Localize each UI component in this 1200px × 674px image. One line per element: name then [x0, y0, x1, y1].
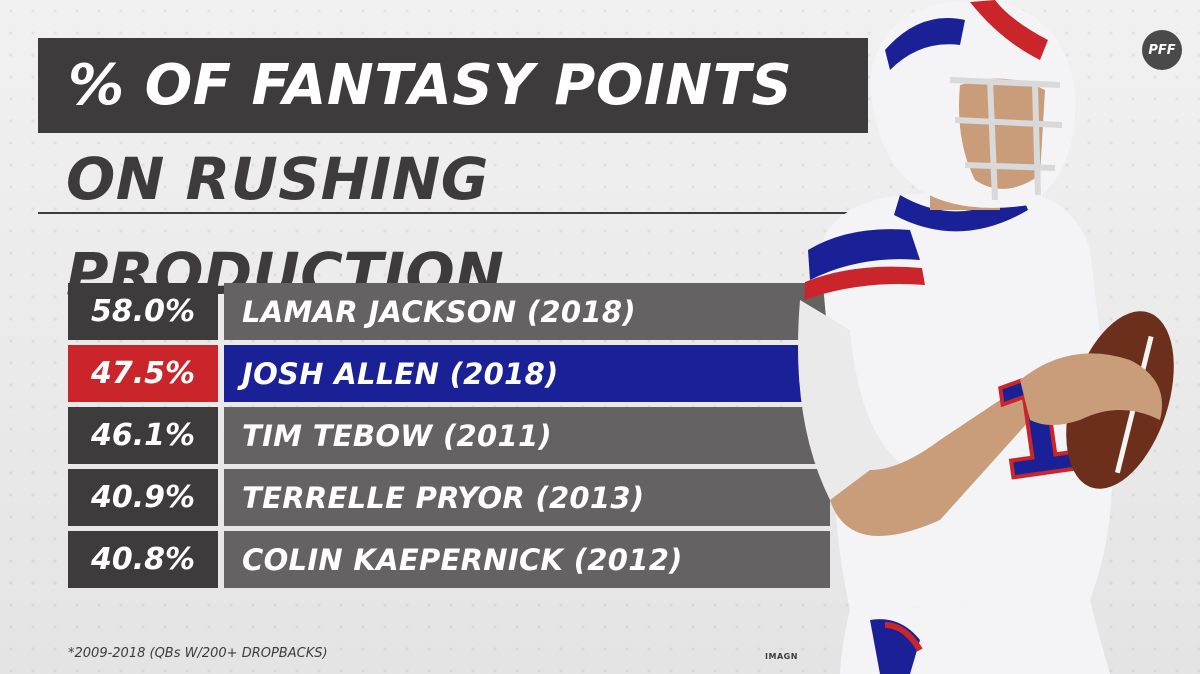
row-player-name: TIM TEBOW (2011)	[224, 407, 830, 464]
title-underline	[38, 212, 868, 214]
row-player-name: TERRELLE PRYOR (2013)	[224, 469, 830, 526]
pff-logo: PFF	[1142, 30, 1182, 70]
ranking-row-2: 47.5% JOSH ALLEN (2018)	[68, 345, 830, 402]
row-percent: 40.9%	[68, 469, 218, 526]
row-percent: 46.1%	[68, 407, 218, 464]
row-player-name: COLIN KAEPERNICK (2012)	[224, 531, 830, 588]
title-line-1: % OF FANTASY POINTS	[38, 38, 868, 133]
ranking-row-5: 40.8% COLIN KAEPERNICK (2012)	[68, 531, 830, 588]
row-percent: 47.5%	[68, 345, 218, 402]
footnote: *2009-2018 (QBs W/200+ DROPBACKS)	[68, 646, 328, 661]
ranking-row-3: 46.1% TIM TEBOW (2011)	[68, 407, 830, 464]
row-percent: 40.8%	[68, 531, 218, 588]
quarterback-photo: 17	[798, 0, 1184, 674]
ranking-row-4: 40.9% TERRELLE PRYOR (2013)	[68, 469, 830, 526]
row-player-name: JOSH ALLEN (2018)	[224, 345, 830, 402]
row-percent: 58.0%	[68, 283, 218, 340]
ranking-row-1: 58.0% LAMAR JACKSON (2018)	[68, 283, 830, 340]
row-player-name: LAMAR JACKSON (2018)	[224, 283, 830, 340]
photo-credit: IMAGN	[765, 652, 798, 661]
